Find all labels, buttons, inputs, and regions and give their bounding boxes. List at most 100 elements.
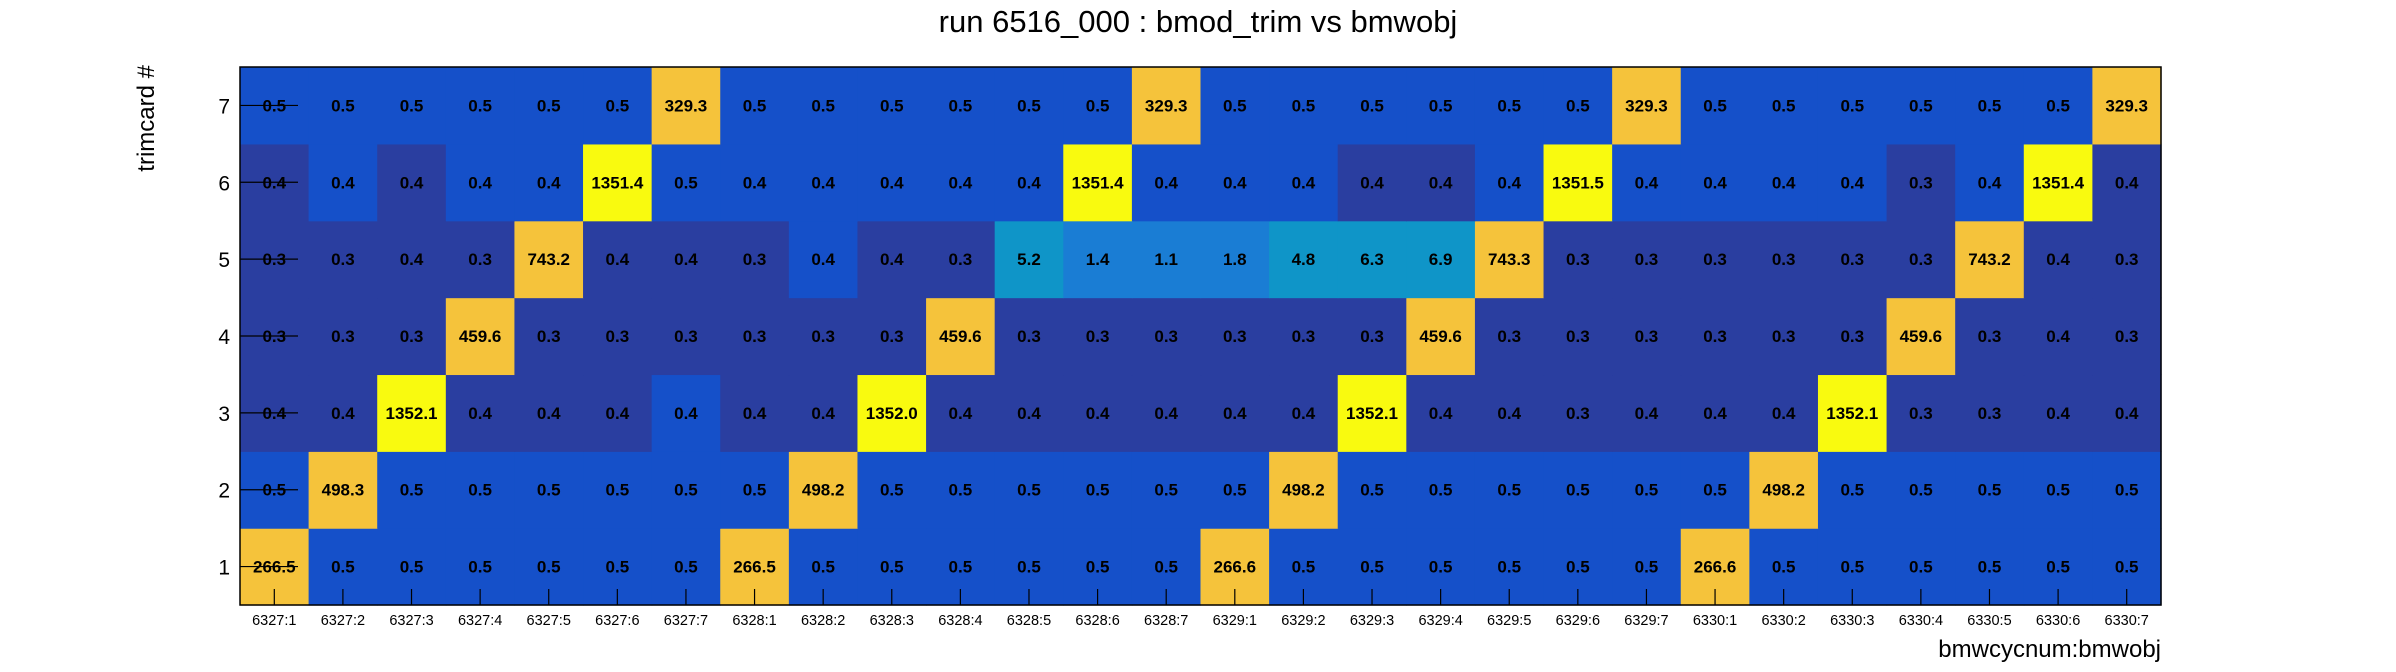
cell-value-label: 0.3 (1360, 327, 1384, 346)
heatmap-cell (1474, 451, 1545, 529)
heatmap-cell (1680, 451, 1750, 529)
x-tick-label: 6327:1 (252, 613, 296, 629)
heatmap-cell (1063, 374, 1133, 452)
cell-value-label: 0.3 (1909, 404, 1933, 423)
heatmap-cell (926, 451, 996, 529)
heatmap-cell (926, 220, 996, 299)
heatmap-cell (514, 220, 584, 299)
heatmap-cell (788, 374, 859, 452)
cell-value-label: 0.5 (1429, 558, 1453, 577)
heatmap-cell (1131, 67, 1202, 145)
heatmap-cell (1680, 297, 1750, 376)
cell-value-label: 0.4 (1017, 173, 1041, 192)
y-tick-label: 4 (218, 326, 230, 349)
cell-value-label: 0.5 (2046, 558, 2070, 577)
heatmap-cell (1955, 374, 2025, 452)
cell-value-label: 0.5 (674, 173, 698, 192)
heatmap-cell (926, 143, 996, 222)
cell-value-label: 0.5 (949, 96, 973, 115)
cell-value-label: 0.5 (400, 558, 424, 577)
heatmap-cell (1131, 374, 1202, 452)
cell-value-label: 0.3 (1566, 327, 1590, 346)
y-tick-label: 6 (218, 172, 230, 195)
heatmap-cell (1200, 297, 1270, 376)
heatmap-cell (1131, 297, 1202, 376)
cell-value-label: 0.3 (1703, 250, 1727, 269)
cell-value-label: 0.5 (949, 558, 973, 577)
heatmap-cell (377, 143, 447, 222)
heatmap-cell (1886, 451, 1956, 529)
heatmap-cell (2092, 220, 2162, 299)
heatmap-cell (1886, 220, 1956, 299)
heatmap-cell (1406, 143, 1476, 222)
cell-value-label: 0.4 (1429, 173, 1453, 192)
heatmap-cell (445, 220, 516, 299)
cell-value-label: 0.3 (606, 327, 630, 346)
cell-value-label: 0.4 (1154, 404, 1178, 423)
heatmap-cell (1543, 143, 1613, 222)
heatmap-cell (1817, 451, 1888, 529)
cell-value-label: 0.4 (949, 173, 973, 192)
heatmap-cell (2023, 67, 2093, 145)
cell-value-label: 0.5 (1017, 481, 1041, 500)
cell-value-label: 1.4 (1086, 250, 1110, 269)
cell-value-label: 0.4 (1223, 404, 1247, 423)
y-tick-label: 1 (218, 557, 230, 580)
cell-value-label: 0.4 (400, 173, 424, 192)
cell-value-label: 0.4 (811, 250, 835, 269)
heatmap-cell (1886, 374, 1956, 452)
heatmap-cell (1337, 451, 1407, 529)
cell-value-label: 0.4 (468, 404, 492, 423)
cell-value-label: 266.5 (733, 558, 776, 577)
heatmap-cell (1269, 297, 1339, 376)
cell-value-label: 0.3 (1292, 327, 1316, 346)
heatmap-cell (1749, 220, 1819, 299)
cell-value-label: 0.5 (1223, 481, 1247, 500)
heatmap-cell (720, 67, 790, 145)
heatmap-cell (1543, 220, 1613, 299)
cell-value-label: 1.8 (1223, 250, 1247, 269)
heatmap-cell (1680, 143, 1750, 222)
cell-value-label: 4.8 (1292, 250, 1316, 269)
x-tick-label: 6330:3 (1830, 613, 1874, 629)
heatmap-cell (1749, 451, 1819, 529)
heatmap-cell (1749, 143, 1819, 222)
cell-value-label: 0.5 (1909, 96, 1933, 115)
cell-value-label: 266.6 (1214, 558, 1257, 577)
heatmap-cell (445, 297, 516, 376)
cell-value-label: 6.9 (1429, 250, 1453, 269)
cell-value-label: 0.4 (1635, 173, 1659, 192)
heatmap-cell (651, 67, 721, 145)
cell-value-label: 0.3 (1017, 327, 1041, 346)
heatmap-cell (1612, 220, 1682, 299)
cell-value-label: 0.3 (1086, 327, 1110, 346)
heatmap-cell (1612, 143, 1682, 222)
x-tick-label: 6329:4 (1418, 613, 1462, 629)
cell-value-label: 0.5 (1840, 558, 1864, 577)
cell-value-label: 0.5 (606, 558, 630, 577)
heatmap-cell (720, 374, 790, 452)
cell-value-label: 459.6 (459, 327, 502, 346)
cell-value-label: 0.5 (880, 481, 904, 500)
cell-value-label: 5.2 (1017, 250, 1041, 269)
heatmap-cell (1543, 374, 1613, 452)
y-tick-label: 3 (218, 403, 230, 426)
heatmap-cell (1337, 297, 1407, 376)
heatmap-cell (1063, 143, 1133, 222)
cell-value-label: 0.4 (880, 250, 904, 269)
heatmap-cell (1474, 143, 1545, 222)
cell-value-label: 0.3 (1154, 327, 1178, 346)
cell-value-label: 1352.1 (1346, 404, 1398, 423)
cell-value-label: 0.4 (811, 404, 835, 423)
cell-value-label: 0.5 (606, 481, 630, 500)
x-tick-label: 6330:4 (1899, 613, 1943, 629)
heatmap-cell (651, 451, 721, 529)
y-tick-label: 2 (218, 480, 230, 503)
heatmap-cell (788, 143, 859, 222)
cell-value-label: 0.5 (674, 481, 698, 500)
cell-value-label: 0.5 (2115, 481, 2139, 500)
x-tick-label: 6330:6 (2036, 613, 2080, 629)
x-tick-label: 6328:2 (801, 613, 845, 629)
heatmap-cell (720, 297, 790, 376)
cell-value-label: 0.5 (2115, 558, 2139, 577)
